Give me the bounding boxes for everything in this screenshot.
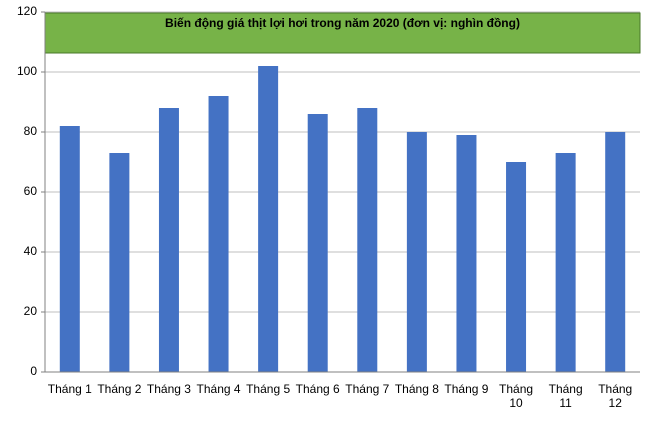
y-tick-label: 100 (17, 64, 37, 78)
x-tick-label: Tháng 12 (598, 382, 632, 410)
y-tick-label: 0 (30, 364, 37, 378)
y-tick-label: 60 (24, 184, 38, 198)
chart-title: Biến động giá thịt lợi hơi trong năm 202… (165, 16, 520, 30)
x-tick-label: Tháng 2 (97, 382, 141, 396)
bar (406, 132, 427, 372)
bar (258, 66, 279, 372)
x-tick-label: Tháng 11 (549, 382, 583, 410)
bar (555, 153, 576, 372)
x-tick-label: Tháng 8 (395, 382, 439, 396)
bar (109, 153, 130, 372)
x-tick-label: Tháng 3 (147, 382, 191, 396)
bar (59, 126, 80, 372)
x-tick-label: Tháng 1 (48, 382, 92, 396)
y-tick-label: 40 (24, 244, 38, 258)
y-tick-label: 80 (24, 124, 38, 138)
bar (158, 108, 179, 372)
x-tick-label: Tháng 5 (246, 382, 290, 396)
bar (307, 114, 328, 372)
x-tick-label: Tháng 10 (499, 382, 533, 410)
x-tick-label: Tháng 9 (444, 382, 488, 396)
bar (456, 135, 477, 372)
x-tick-label: Tháng 4 (197, 382, 241, 396)
x-tick-label: Tháng 6 (296, 382, 340, 396)
bar (605, 132, 626, 372)
y-tick-label: 20 (24, 304, 38, 318)
bar (357, 108, 378, 372)
x-tick-label: Tháng 7 (345, 382, 389, 396)
bar (506, 162, 527, 372)
y-tick-label: 120 (17, 4, 37, 18)
bar (208, 96, 229, 372)
